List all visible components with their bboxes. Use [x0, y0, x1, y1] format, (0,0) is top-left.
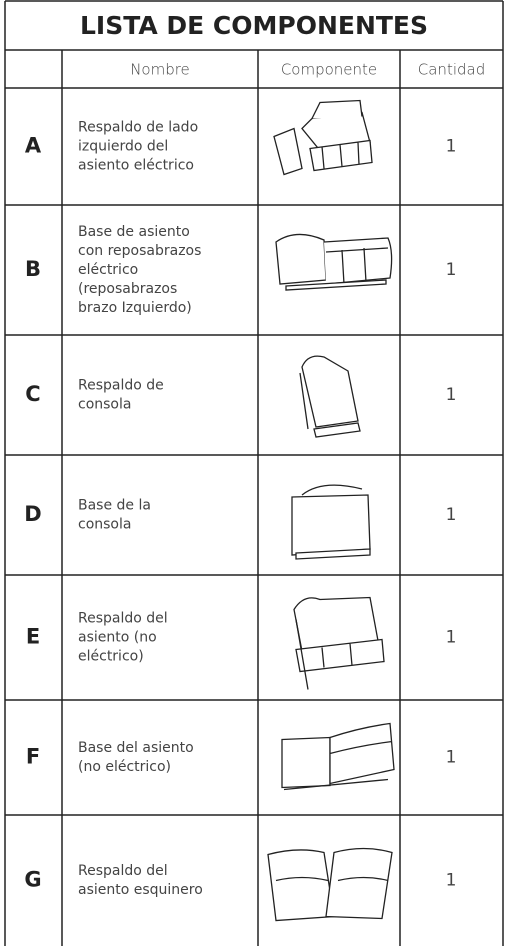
component-name: asiento (no [78, 630, 157, 646]
quantity: 1 [446, 260, 457, 280]
drawing [301, 355, 359, 428]
drawing [301, 111, 371, 152]
quantity: 1 [446, 628, 457, 648]
component-name: eléctrico) [78, 649, 144, 665]
component-name: consola [78, 517, 131, 533]
drawing [323, 237, 393, 285]
component-name: Respaldo del [78, 611, 168, 627]
component-name: eléctrico [78, 262, 138, 278]
row-letter: B [25, 257, 41, 281]
drawing [295, 638, 385, 673]
drawing [275, 876, 389, 882]
component-name: Base de asiento [78, 224, 190, 240]
quantity: 1 [446, 748, 457, 768]
quantity: 1 [446, 505, 457, 525]
drawing [329, 722, 395, 785]
component-illustration [267, 847, 393, 922]
drawing [295, 484, 371, 560]
component-name: izquierdo del [78, 139, 168, 155]
component-name: Base del asiento [78, 740, 194, 756]
component-name: asiento eléctrico [78, 158, 194, 174]
drawing [273, 127, 303, 176]
drawing [325, 247, 389, 285]
component-illustration [299, 355, 361, 438]
row-letter: A [25, 134, 42, 158]
component-name: (no eléctrico) [78, 759, 171, 775]
component-name: (reposabrazos [78, 281, 177, 297]
drawing [285, 279, 387, 291]
component-name: Respaldo del [78, 863, 168, 879]
component-illustration [293, 596, 385, 690]
component-name: Respaldo de [78, 378, 164, 394]
component-illustration [275, 233, 393, 291]
row-letter: G [24, 868, 41, 892]
quantity: 1 [446, 871, 457, 891]
row-letter: D [24, 502, 41, 526]
drawing [325, 847, 393, 920]
drawing [311, 99, 363, 119]
drawing [291, 494, 371, 556]
table-title: LISTA DE COMPONENTES [80, 11, 428, 40]
row-letter: C [25, 382, 40, 406]
component-name: asiento esquinero [78, 882, 203, 898]
row-letter: F [26, 745, 40, 769]
quantity: 1 [446, 137, 457, 157]
row-letter: E [26, 625, 40, 649]
component-illustration [273, 99, 373, 176]
component-illustration [291, 484, 371, 560]
drawing [267, 849, 335, 922]
column-header: Cantidad [418, 61, 485, 79]
drawing [299, 372, 361, 438]
component-name: Base de la [78, 498, 151, 514]
component-name: brazo Izquierdo) [78, 300, 192, 316]
component-illustration [281, 722, 395, 791]
component-name: consola [78, 397, 131, 413]
component-name: con reposabrazos [78, 243, 201, 259]
column-header: Componente [281, 61, 377, 79]
drawing [281, 736, 331, 789]
column-header: Nombre [130, 61, 190, 79]
drawing [309, 139, 373, 172]
quantity: 1 [446, 385, 457, 405]
drawing [283, 778, 389, 791]
drawing [275, 233, 327, 285]
component-name: Respaldo de lado [78, 120, 198, 136]
drawing [295, 619, 309, 690]
